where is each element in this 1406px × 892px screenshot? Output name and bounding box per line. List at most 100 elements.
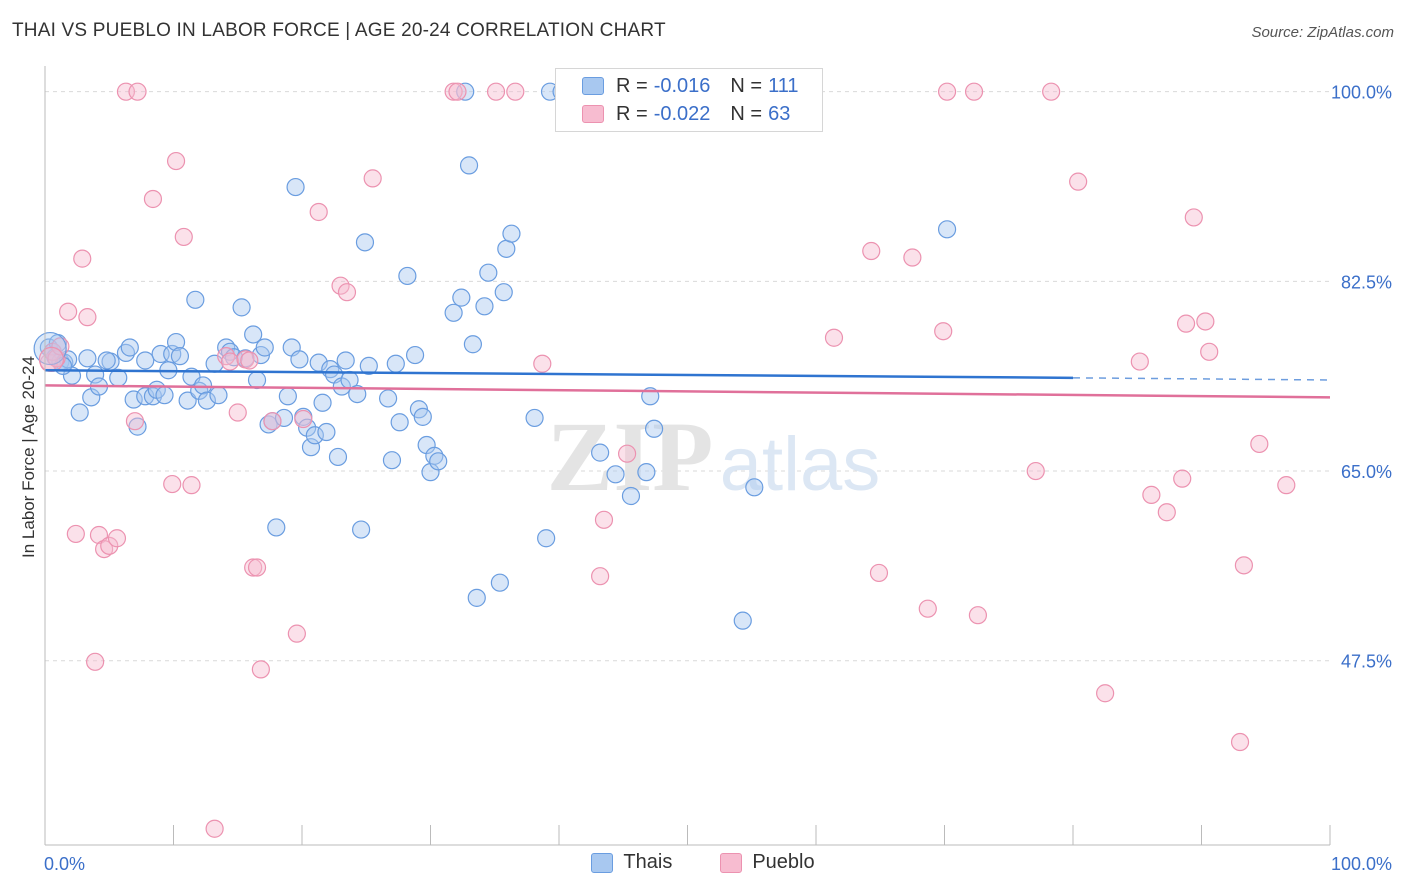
thai-point <box>255 338 274 357</box>
pueblo-point <box>240 351 259 370</box>
thai-point <box>637 463 656 482</box>
pueblo-point <box>591 567 610 586</box>
thai-point <box>429 452 448 471</box>
x-tick-label-min: 0.0% <box>44 854 85 874</box>
thai-point <box>497 239 516 258</box>
thai-point <box>467 588 486 607</box>
thai-point <box>136 351 155 370</box>
pueblo-point <box>1026 461 1045 481</box>
thai-point <box>537 529 556 548</box>
pueblo-point <box>100 536 119 555</box>
legend-swatch-thai <box>582 77 604 95</box>
pueblo-point <box>1157 503 1176 522</box>
thai-point <box>386 354 405 373</box>
pueblo-point <box>263 412 282 431</box>
thai-point <box>352 520 371 539</box>
pueblo-point <box>107 529 127 548</box>
thai-point <box>378 389 398 408</box>
pueblo-point <box>1196 312 1215 331</box>
thai-point <box>290 350 309 369</box>
source-label: Source: ZipAtlas.com <box>1251 24 1394 41</box>
pueblo-point <box>1176 314 1196 333</box>
thai-point <box>97 351 116 370</box>
legend-thai-n-label: N = <box>730 74 763 97</box>
pueblo-point <box>251 660 270 679</box>
thai-point <box>313 393 332 412</box>
pueblo-point <box>86 652 105 671</box>
pueblo-point <box>1250 434 1269 454</box>
thai-point <box>733 611 752 630</box>
thai-point <box>398 266 417 286</box>
pueblo-point <box>166 151 186 171</box>
pueblo-point <box>78 308 97 327</box>
pueblo-point <box>1042 82 1061 101</box>
thai-trend-line-extension <box>1072 377 1331 381</box>
pueblo-trend-line <box>44 384 1331 399</box>
legend-thai-r-label: R = <box>616 74 648 97</box>
series-legend-pueblo[interactable]: Pueblo <box>720 851 815 874</box>
pueblo-point <box>47 349 66 368</box>
pueblo-point <box>903 248 922 267</box>
thai-point <box>745 478 764 497</box>
pueblo-point <box>444 82 463 101</box>
thai-point <box>479 263 498 282</box>
thai-point <box>475 297 494 316</box>
thai-point <box>193 376 213 395</box>
pueblo-point <box>533 354 552 373</box>
pueblo-point <box>618 444 637 463</box>
series-legend-thais[interactable]: Thais <box>591 851 672 874</box>
thai-point <box>606 465 625 484</box>
pueblo-point <box>1277 476 1296 495</box>
thai-point <box>452 288 471 307</box>
pueblo-point <box>66 524 85 544</box>
thai-trend-line <box>44 368 1074 380</box>
series-legend-label-thais: Thais <box>623 851 673 873</box>
thai-point <box>328 447 348 467</box>
pueblo-point <box>205 819 224 838</box>
thai-point <box>405 345 425 365</box>
series-legend: Thais Pueblo <box>0 851 1406 874</box>
trend-layer <box>44 368 1331 399</box>
legend-row-pueblo: R = -0.022 N = 63 <box>582 101 790 127</box>
pueblo-point <box>73 249 92 268</box>
watermark-zip: ZIP <box>547 401 714 512</box>
thai-point <box>209 386 228 405</box>
y-tick-label: 65.0% <box>1341 462 1392 482</box>
pueblo-point <box>247 558 267 577</box>
thai-point <box>70 403 89 422</box>
legend-swatch-pueblo <box>582 105 604 123</box>
thai-point <box>937 220 957 239</box>
thai-point <box>359 356 378 376</box>
pueblo-point <box>143 189 163 209</box>
pueblo-point <box>1230 732 1250 752</box>
thai-point <box>124 390 143 409</box>
pueblo-point <box>294 409 313 429</box>
pueblo-point <box>869 563 889 583</box>
pueblo-point <box>824 328 844 347</box>
points-layer <box>33 82 1296 838</box>
pueblo-point <box>95 539 114 559</box>
pueblo-point <box>244 558 263 577</box>
thai-point <box>286 177 305 197</box>
pueblo-point <box>1173 469 1192 488</box>
watermark-atlas: atlas <box>720 422 881 507</box>
x-tick-label-max: 100.0% <box>1331 854 1392 874</box>
legend-pueblo-n-label: N = <box>730 102 763 125</box>
pueblo-point <box>1234 556 1254 575</box>
pueblo-point <box>1096 684 1115 703</box>
pueblo-point <box>163 474 182 494</box>
legend-pueblo-n-value: 63 <box>768 102 791 125</box>
pueblo-point <box>182 476 201 495</box>
pueblo-point <box>125 412 145 431</box>
pueblo-point <box>38 346 65 373</box>
thai-point <box>459 156 479 175</box>
pueblo-point <box>1184 208 1203 227</box>
thai-point <box>232 298 251 317</box>
legend-pueblo-r-label: R = <box>616 102 648 125</box>
thai-point <box>317 422 336 442</box>
pueblo-point <box>1142 485 1161 504</box>
pueblo-point <box>331 276 350 295</box>
thai-point <box>348 384 367 404</box>
thai-point <box>336 351 355 370</box>
